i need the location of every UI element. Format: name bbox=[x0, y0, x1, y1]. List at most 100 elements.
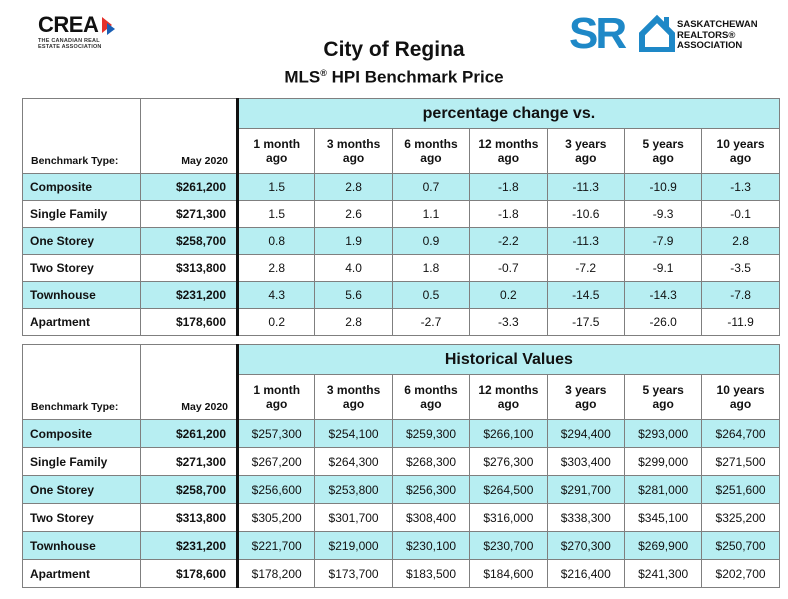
column-header: 3 months ago bbox=[314, 374, 393, 420]
value-cell: $264,700 bbox=[701, 419, 780, 448]
value-cell: -9.3 bbox=[623, 200, 703, 228]
value-cell: $271,500 bbox=[701, 447, 780, 476]
value-cell: -14.5 bbox=[546, 281, 625, 309]
value-cell: 0.8 bbox=[236, 227, 316, 255]
value-cell: 4.3 bbox=[236, 281, 316, 309]
value-cell: 0.2 bbox=[469, 281, 548, 309]
benchmark-type-cell: Composite bbox=[22, 173, 141, 201]
table-row: Townhouse $231,200 $221,700 $219,000 $230,10… bbox=[22, 531, 780, 560]
value-cell: $268,300 bbox=[391, 447, 471, 476]
column-header: 6 months ago bbox=[391, 374, 471, 420]
table-row: Apartment $178,600 $178,200 $173,700 $183,50… bbox=[22, 559, 780, 588]
value-cell: -17.5 bbox=[546, 308, 625, 336]
table-row: Single Family $271,300 1.5 2.6 1.1 -1.8 -10.6-… bbox=[22, 200, 780, 228]
column-header: 1 month ago bbox=[236, 128, 316, 174]
value-cell: -10.9 bbox=[623, 173, 703, 201]
date-label: May 2020 bbox=[140, 98, 239, 174]
value-cell: 2.6 bbox=[314, 200, 393, 228]
value-cell: -0.7 bbox=[469, 254, 548, 282]
subtitle-post: HPI Benchmark Price bbox=[326, 67, 504, 87]
value-cell: -0.1 bbox=[701, 200, 780, 228]
benchmark-price-cell: $271,300 bbox=[140, 200, 239, 228]
table-row: Apartment $178,600 0.2 2.8 -2.7 -3.3 -17.5 -26.… bbox=[22, 308, 780, 336]
benchmark-type-cell: Apartment bbox=[22, 559, 141, 588]
value-cell: $301,700 bbox=[314, 503, 393, 532]
value-cell: $281,000 bbox=[623, 475, 703, 504]
value-cell: -1.8 bbox=[469, 173, 548, 201]
value-cell: -3.5 bbox=[701, 254, 780, 282]
table-row: Composite $261,200 1.5 2.8 0.7 -1.8 -11.3 -10.9… bbox=[22, 173, 780, 201]
value-cell: 1.5 bbox=[236, 200, 316, 228]
sra-logo-text: SR bbox=[569, 9, 627, 58]
value-cell: -9.1 bbox=[623, 254, 703, 282]
benchmark-price-cell: $231,200 bbox=[140, 531, 239, 560]
value-cell: -2.7 bbox=[391, 308, 471, 336]
benchmark-type-cell: Composite bbox=[22, 419, 141, 448]
value-cell: $183,500 bbox=[391, 559, 471, 588]
table-row: Composite $261,200 $257,300 $254,100 $259,30… bbox=[22, 419, 780, 448]
value-cell: $173,700 bbox=[314, 559, 393, 588]
value-cell: -7.9 bbox=[623, 227, 703, 255]
column-header: 3 years ago bbox=[546, 128, 625, 174]
benchmark-type-label: Benchmark Type: bbox=[22, 344, 141, 420]
value-cell: $316,000 bbox=[469, 503, 548, 532]
value-cell: $303,400 bbox=[546, 447, 625, 476]
column-header: 6 months ago bbox=[391, 128, 471, 174]
hist-table-heading: Historical Values bbox=[237, 344, 780, 375]
value-cell: 0.7 bbox=[391, 173, 471, 201]
value-cell: 0.9 bbox=[391, 227, 471, 255]
benchmark-type-label: Benchmark Type: bbox=[22, 98, 141, 174]
percentage-change-table: Benchmark Type: May 2020 percentage chan… bbox=[22, 98, 780, 336]
table-row: One Storey $258,700 $256,600 $253,800 $256,3… bbox=[22, 475, 780, 504]
sra-assoc-line1: SASKATCHEWAN bbox=[677, 19, 758, 30]
value-cell: $259,300 bbox=[391, 419, 471, 448]
value-cell: -11.9 bbox=[701, 308, 780, 336]
value-cell: 2.8 bbox=[236, 254, 316, 282]
table-row: Single Family $271,300 $267,200 $264,300 $26… bbox=[22, 447, 780, 476]
value-cell: $325,200 bbox=[701, 503, 780, 532]
value-cell: $230,100 bbox=[391, 531, 471, 560]
column-header: 12 months ago bbox=[469, 128, 548, 174]
table-row: Two Storey $313,800 $305,200 $301,700 $308,4… bbox=[22, 503, 780, 532]
sra-assoc-line2: REALTORS® bbox=[677, 29, 736, 41]
value-cell: $257,300 bbox=[236, 419, 316, 448]
benchmark-price-cell: $261,200 bbox=[140, 173, 239, 201]
house-icon bbox=[639, 14, 675, 52]
column-header: 3 months ago bbox=[314, 128, 393, 174]
value-cell: $267,200 bbox=[236, 447, 316, 476]
value-cell: -7.2 bbox=[546, 254, 625, 282]
title-block: City of Regina MLS® HPI Benchmark Price bbox=[0, 38, 788, 89]
value-cell: $264,300 bbox=[314, 447, 393, 476]
benchmark-type-cell: Two Storey bbox=[22, 254, 141, 282]
value-cell: -26.0 bbox=[623, 308, 703, 336]
value-cell: $270,300 bbox=[546, 531, 625, 560]
column-header: 10 years ago bbox=[701, 128, 780, 174]
sra-assoc-line3: ASSOCIATION bbox=[677, 40, 743, 51]
column-header: 12 months ago bbox=[469, 374, 548, 420]
value-cell: 2.8 bbox=[314, 308, 393, 336]
benchmark-price-cell: $178,600 bbox=[140, 559, 239, 588]
benchmark-type-cell: One Storey bbox=[22, 475, 141, 504]
value-cell: -3.3 bbox=[469, 308, 548, 336]
value-cell: $305,200 bbox=[236, 503, 316, 532]
benchmark-price-cell: $313,800 bbox=[140, 254, 239, 282]
value-cell: $256,300 bbox=[391, 475, 471, 504]
value-cell: -10.6 bbox=[546, 200, 625, 228]
benchmark-price-cell: $313,800 bbox=[140, 503, 239, 532]
table-row: Townhouse $231,200 4.3 5.6 0.5 0.2 -14.5 -14.3-… bbox=[22, 281, 780, 309]
value-cell: 1.1 bbox=[391, 200, 471, 228]
value-cell: $291,700 bbox=[546, 475, 625, 504]
crea-logo-subtext: The Canadian Real Estate Association bbox=[38, 38, 102, 50]
historical-values-table: Benchmark Type: May 2020 Historical Valu… bbox=[22, 344, 780, 588]
value-cell: $294,400 bbox=[546, 419, 625, 448]
value-cell: $264,500 bbox=[469, 475, 548, 504]
benchmark-type-cell: Single Family bbox=[22, 200, 141, 228]
value-cell: 1.5 bbox=[236, 173, 316, 201]
value-cell: $241,300 bbox=[623, 559, 703, 588]
benchmark-type-cell: Two Storey bbox=[22, 503, 141, 532]
benchmark-type-cell: Townhouse bbox=[22, 531, 141, 560]
value-cell: $253,800 bbox=[314, 475, 393, 504]
benchmark-price-cell: $231,200 bbox=[140, 281, 239, 309]
value-cell: $219,000 bbox=[314, 531, 393, 560]
report-header: CREA The Canadian Real Estate Associatio… bbox=[0, 0, 788, 92]
